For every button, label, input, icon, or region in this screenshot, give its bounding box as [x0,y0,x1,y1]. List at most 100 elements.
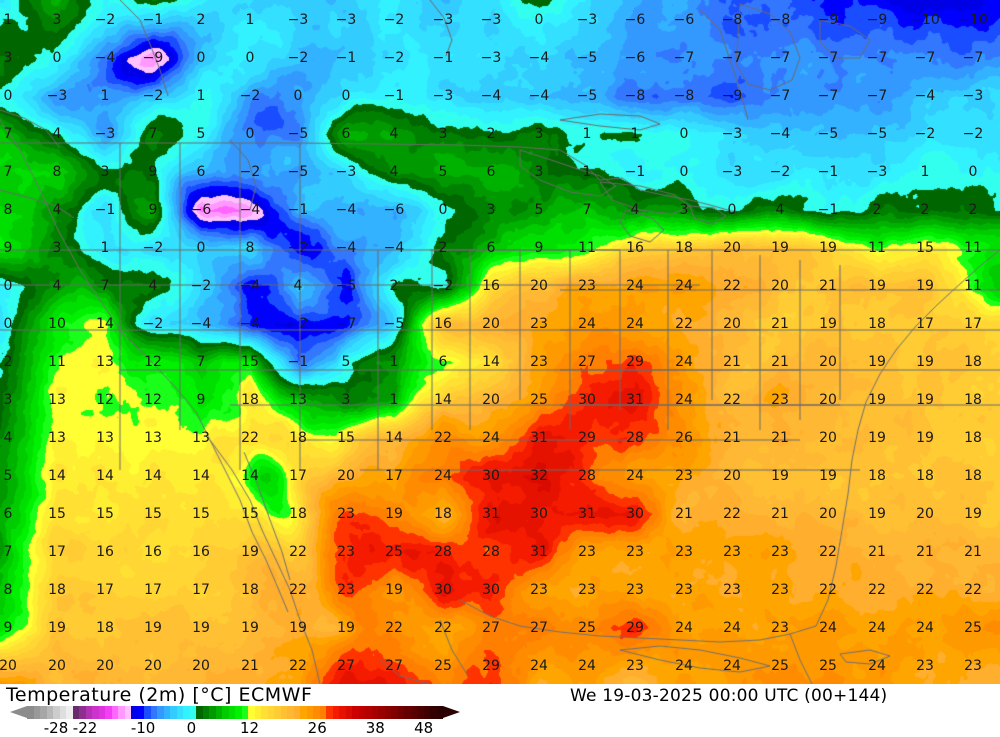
temperature-value-label: 19 [337,620,355,636]
temperature-value-label: 7 [196,354,206,370]
temperature-value-label: 21 [964,544,982,560]
temperature-value-label: 0 [438,202,448,218]
temperature-value-label: 22 [434,620,452,636]
temperature-value-label: 28 [578,468,596,484]
temperature-value-label: 22 [819,544,837,560]
colorbar-segment [319,706,326,719]
colorbar-min-arrow [10,706,27,718]
temperature-value-label: 20 [819,392,837,408]
temperature-value-label: −5 [866,126,888,142]
temperature-value-label: 18 [434,506,452,522]
temperature-value-label: 15 [916,240,934,256]
colorbar-segment [241,706,248,719]
temperature-value-label: −2 [287,240,309,256]
temperature-value-label: 25 [819,658,837,674]
temperature-value-label: 7 [3,126,13,142]
temperature-value-label: −2 [94,12,116,28]
temperature-value-label: 18 [675,240,693,256]
colorbar-segment [40,706,47,719]
temperature-value-label: −6 [673,12,695,28]
temperature-value-label: 21 [771,430,789,446]
temperature-value-label: 20 [723,468,741,484]
temperature-value-label: 19 [771,468,789,484]
temperature-value-label: 19 [144,620,162,636]
temperature-value-label: −8 [721,12,743,28]
colorbar-segment [53,706,60,719]
temperature-value-label: 30 [626,506,644,522]
temperature-value-label: 24 [626,316,644,332]
temperature-value-label: 20 [819,506,837,522]
temperature-value-label: 3 [438,126,448,142]
temperature-value-label: 0 [52,50,62,66]
temperature-value-label: 20 [192,658,210,674]
temperature-value-label: 1 [196,88,206,104]
temperature-value-label: 0 [196,240,206,256]
map-footer: Temperature (2m) [°C] ECMWF We 19-03-202… [0,684,1000,737]
temperature-value-label: −2 [239,88,261,104]
temperature-value-label: 32 [530,468,548,484]
temperature-value-label: 0 [679,164,689,180]
temperature-value-label: 27 [578,354,596,370]
temperature-value-label: 23 [337,506,355,522]
colorbar-segment [215,706,222,719]
temperature-value-label: 21 [771,506,789,522]
temperature-value-label: 0 [245,50,255,66]
colorbar-segment [189,706,196,719]
temperature-value-label: −1 [817,164,839,180]
temperature-value-label: 4 [293,278,303,294]
colorbar-tick-label: -22 [72,719,98,737]
temperature-value-label: 18 [964,354,982,370]
temperature-value-label: 19 [916,392,934,408]
temperature-value-label: 13 [144,430,162,446]
temperature-value-label: 18 [96,620,114,636]
colorbar-segment [365,706,372,719]
temperature-value-label: −9 [817,12,839,28]
temperature-value-label: 17 [385,468,403,484]
temperature-value-label: 3 [52,240,62,256]
temperature-value-label: 22 [289,658,307,674]
temperature-value-label: −2 [914,126,936,142]
temperature-value-label: 23 [771,544,789,560]
temperature-value-label: 20 [482,392,500,408]
temperature-value-label: 24 [868,658,886,674]
temperature-value-label: 20 [723,240,741,256]
temperature-value-grid: 1 3 −2 −1 2 1 −3 −3 −2 −3 −3 0 −3 −6 −6 −8 −8 −9 −9 −10 −10 3… [0,12,988,674]
temperature-value-label: 10 [48,316,66,332]
temperature-value-label: 7 [100,278,110,294]
temperature-value-label: −3 [335,164,357,180]
temperature-value-label: 3 [100,164,110,180]
temperature-value-label: −7 [962,50,984,66]
temperature-value-label: −4 [914,88,936,104]
colorbar-segment [339,706,346,719]
temperature-value-label: 17 [144,582,162,598]
temperature-value-label: 19 [771,240,789,256]
colorbar-segment [358,706,365,719]
temperature-value-label: 23 [530,316,548,332]
temperature-map[interactable]: 1 3 −2 −1 2 1 −3 −3 −2 −3 −3 0 −3 −6 −6 −8 −8 −9 −9 −10 −10 3… [0,0,1000,684]
temperature-value-label: −3 [287,12,309,28]
temperature-value-label: −3 [721,126,743,142]
colorbar-segment [27,706,34,719]
temperature-value-label: −5 [383,316,405,332]
colorbar-segment [404,706,411,719]
temperature-value-label: 24 [723,658,741,674]
colorbar-tick-label: -28 [43,719,69,737]
temperature-value-label: 11 [868,240,886,256]
temperature-value-label: 1 [100,88,110,104]
temperature-value-label: 22 [241,430,259,446]
temperature-value-label: 16 [434,316,452,332]
temperature-value-label: 9 [3,620,13,636]
temperature-value-label: 9 [196,392,206,408]
temperature-value-label: 16 [626,240,644,256]
temperature-value-label: 23 [771,582,789,598]
colorbar-segment [118,706,125,719]
temperature-value-label: 11 [964,240,982,256]
temperature-value-label: 28 [434,544,452,560]
temperature-value-label: 1 [100,240,110,256]
temperature-value-label: 2 [196,12,206,28]
temperature-value-label: 31 [578,506,596,522]
colorbar-segment [384,706,391,719]
temperature-value-label: 19 [241,620,259,636]
temperature-value-label: 23 [916,658,934,674]
temperature-value-label: −4 [190,316,212,332]
